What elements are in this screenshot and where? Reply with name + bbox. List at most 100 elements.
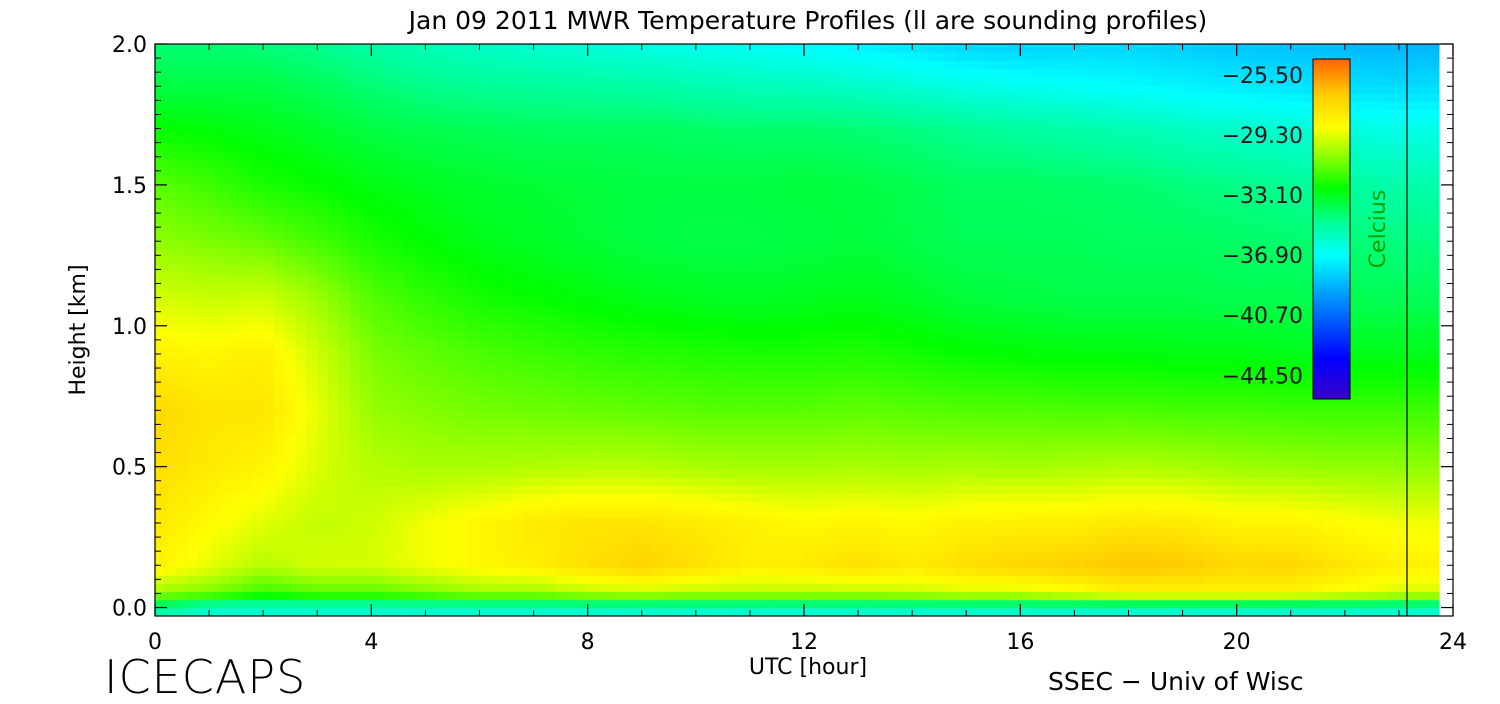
heatmap-cell [641, 330, 654, 339]
heatmap-cell [728, 289, 740, 298]
heatmap-cell [284, 411, 297, 421]
heatmap-cell [1290, 338, 1303, 347]
heatmap-cell [349, 280, 362, 290]
heatmap-cell [1225, 575, 1238, 584]
heatmap-cell [685, 395, 697, 405]
heatmap-cell [1323, 485, 1335, 495]
heatmap-cell [306, 321, 318, 331]
heatmap-cell [1258, 387, 1270, 396]
heatmap-cell [1160, 411, 1173, 421]
heatmap-cell [1128, 395, 1140, 405]
heatmap-cell [814, 321, 827, 331]
heatmap-cell [1052, 411, 1065, 421]
heatmap-cell [1225, 379, 1238, 388]
heatmap-cell [533, 403, 545, 413]
heatmap-cell [1398, 419, 1411, 429]
heatmap-cell [706, 330, 719, 339]
heatmap-cell [1117, 403, 1130, 413]
heatmap-cell [717, 436, 729, 445]
heatmap-cell [912, 591, 924, 601]
heatmap-cell [814, 566, 827, 576]
heatmap-cell [479, 485, 491, 495]
heatmap-cell [933, 395, 946, 405]
heatmap-cell [987, 591, 1000, 601]
heatmap-cell [566, 575, 578, 584]
heatmap-cell [641, 452, 654, 462]
heatmap-cell [641, 485, 654, 495]
heatmap-cell [1344, 411, 1357, 421]
heatmap-cell [1236, 379, 1249, 388]
heatmap-cell [922, 485, 935, 495]
heatmap-cell [1344, 550, 1357, 560]
heatmap-cell [630, 264, 643, 274]
heatmap-cell [219, 321, 232, 331]
heatmap-cell [933, 387, 946, 396]
heatmap-cell [728, 313, 740, 323]
heatmap-cell [1366, 354, 1378, 364]
heatmap-cell [879, 403, 892, 413]
heatmap-cell [1225, 468, 1238, 478]
heatmap-cell [349, 477, 362, 486]
heatmap-cell [209, 346, 221, 356]
heatmap-cell [360, 313, 372, 323]
heatmap-cell [306, 493, 318, 503]
heatmap-cell [814, 444, 827, 454]
heatmap-cell [198, 477, 210, 486]
heatmap-cell [1366, 534, 1378, 544]
heatmap-cell [771, 330, 783, 339]
heatmap-cell [987, 297, 1000, 307]
heatmap-cell [620, 354, 632, 364]
heatmap-cell [793, 566, 805, 576]
heatmap-cell [371, 272, 383, 282]
heatmap-cell [522, 566, 535, 576]
heatmap-cell [717, 583, 729, 593]
heatmap-cell [1020, 485, 1032, 495]
heatmap-cell [1052, 403, 1065, 413]
heatmap-cell [511, 575, 524, 584]
heatmap-cell [1236, 354, 1249, 364]
heatmap-cell [1160, 526, 1173, 535]
heatmap-cell [1085, 575, 1097, 584]
heatmap-cell [922, 395, 935, 405]
heatmap-cell [1398, 264, 1411, 274]
heatmap-cell [176, 526, 189, 535]
heatmap-cell [533, 419, 545, 429]
heatmap-cell [598, 370, 610, 380]
heatmap-cell [273, 485, 286, 495]
heatmap-cell [912, 517, 924, 527]
heatmap-cell [1215, 395, 1227, 405]
heatmap-cell [187, 591, 199, 601]
heatmap-cell [1225, 501, 1238, 511]
heatmap-cell [1052, 436, 1065, 445]
heatmap-cell [1269, 428, 1281, 437]
heatmap-cell [1269, 477, 1281, 486]
heatmap-cell [890, 444, 902, 454]
heatmap-cell [966, 607, 978, 616]
heatmap-cell [1323, 575, 1335, 584]
heatmap-cell [241, 338, 253, 347]
heatmap-cell [1193, 419, 1205, 429]
heatmap-cell [1236, 460, 1249, 470]
heatmap-cell [219, 436, 232, 445]
heatmap-cell [1117, 379, 1130, 388]
heatmap-cell [695, 297, 708, 307]
heatmap-cell [922, 370, 935, 380]
heatmap-cell [360, 370, 372, 380]
heatmap-cell [209, 403, 221, 413]
heatmap-cell [1106, 272, 1119, 282]
heatmap-cell [977, 583, 989, 593]
heatmap-cell [1301, 558, 1313, 568]
heatmap-cell [338, 272, 351, 282]
heatmap-cell [165, 330, 178, 339]
heatmap-cell [749, 346, 762, 356]
heatmap-cell [317, 428, 329, 437]
heatmap-cell [609, 493, 621, 503]
heatmap-cell [836, 280, 848, 290]
heatmap-cell [1139, 272, 1151, 282]
heatmap-cell [1128, 558, 1140, 568]
heatmap-cell [1171, 468, 1184, 478]
heatmap-cell [219, 354, 232, 364]
heatmap-cell [706, 411, 719, 421]
heatmap-cell [1269, 436, 1281, 445]
heatmap-cell [1301, 460, 1313, 470]
